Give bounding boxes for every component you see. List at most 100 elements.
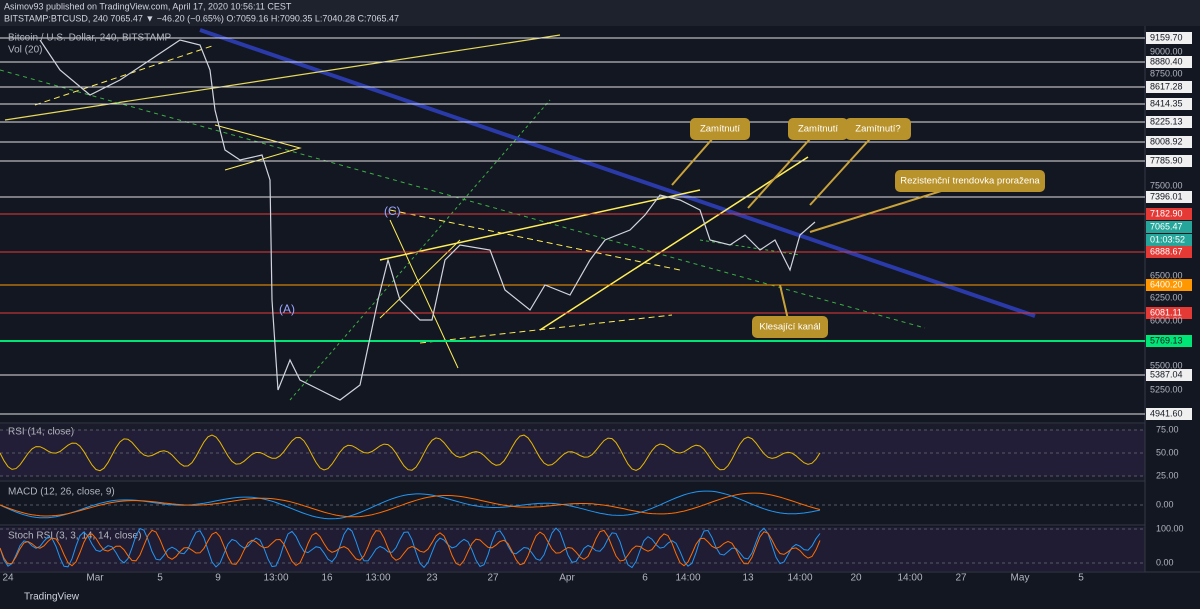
annotation-box <box>845 118 911 140</box>
price-tag <box>1146 32 1192 44</box>
indicator-axis-label: 100.00 <box>1156 523 1184 533</box>
time-label: Apr <box>559 573 575 584</box>
oscillator-line <box>0 492 821 518</box>
price-tag <box>1146 81 1192 93</box>
price-label: 8008.92 <box>1150 136 1183 146</box>
drawings <box>0 28 1036 401</box>
price-label: 8750.00 <box>1150 68 1183 78</box>
time-label: 14:00 <box>675 573 700 584</box>
price-tag <box>1146 116 1192 128</box>
indicator-axis-label: 0.00 <box>1156 499 1174 509</box>
price-label: 5250.00 <box>1150 384 1183 394</box>
price-label: 8880.40 <box>1150 56 1183 66</box>
oscillator-line <box>0 527 821 569</box>
annotation-box <box>690 118 750 140</box>
price-label: 4941.60 <box>1150 408 1183 418</box>
annotation-text: Rezistenční trendovka proražena <box>900 176 1040 187</box>
time-label: 13 <box>742 573 754 584</box>
price-path <box>39 39 816 401</box>
time-label: 14:00 <box>787 573 812 584</box>
price-label: 8617.28 <box>1150 81 1183 91</box>
wedge-line <box>214 124 302 171</box>
time-label: May <box>1011 573 1030 584</box>
indicator-axis-label: 0.00 <box>1156 557 1174 567</box>
time-label: 20 <box>850 573 862 584</box>
price-tag <box>1146 191 1192 203</box>
price-tag <box>1146 98 1192 110</box>
wave-label: (C) <box>384 204 401 218</box>
price-label: 01:03:52 <box>1150 234 1185 244</box>
oscillator-line <box>0 434 821 472</box>
price-label: 5500.00 <box>1150 360 1183 370</box>
indicator-axis-label: 75.00 <box>1156 424 1179 434</box>
annotation-text: Klesající kanál <box>759 322 820 333</box>
price-label: 5769.13 <box>1150 335 1183 345</box>
annotation-box <box>895 170 1045 192</box>
price-tag <box>1146 335 1192 347</box>
price-label: 7065.47 <box>1150 221 1183 231</box>
time-label: 9 <box>215 573 221 584</box>
channel-line <box>289 99 551 401</box>
time-label: 5 <box>1078 573 1084 584</box>
time-label: 6 <box>642 573 648 584</box>
price-label: 6500.00 <box>1150 270 1183 280</box>
time-label: 14:00 <box>897 573 922 584</box>
indicator-axis-label: 25.00 <box>1156 470 1179 480</box>
indicator-label: MACD (12, 26, close, 9) <box>8 487 115 498</box>
price-label: 6250.00 <box>1150 292 1183 302</box>
trendline <box>4 34 561 121</box>
price-tag <box>1146 155 1192 167</box>
time-label: 16 <box>321 573 333 584</box>
wedge-line <box>539 156 809 331</box>
wedge-line <box>379 239 461 319</box>
price-label: 7396.01 <box>1150 191 1183 201</box>
price-label: 7182.90 <box>1150 208 1183 218</box>
price-tag <box>1146 279 1192 291</box>
price-tag <box>1146 234 1192 246</box>
price-tag <box>1146 307 1192 319</box>
price-label: 6081.11 <box>1150 307 1182 317</box>
symbol-label: Bitcoin / U.S. Dollar, 240, BITSTAMP <box>8 33 172 44</box>
price-tag <box>1146 208 1192 220</box>
price-label: 9000.00 <box>1150 46 1183 56</box>
price-label: 5387.04 <box>1150 369 1183 379</box>
price-label: 6400.20 <box>1150 279 1183 289</box>
time-label: 27 <box>487 573 499 584</box>
price-tag <box>1146 136 1192 148</box>
time-label: 5 <box>157 573 163 584</box>
wedge-line <box>379 189 701 261</box>
price-tag <box>1146 56 1192 68</box>
price-label: 9159.70 <box>1150 32 1183 42</box>
annotation-arrow <box>747 129 819 209</box>
oscillator-line <box>0 529 821 567</box>
volume-label: Vol (20) <box>8 45 42 56</box>
wave-label: (A) <box>279 302 295 316</box>
annotation-box <box>752 316 828 338</box>
price-tag <box>1146 221 1192 233</box>
time-label: 23 <box>426 573 438 584</box>
time-label: 27 <box>955 573 967 584</box>
time-label: Mar <box>86 573 104 584</box>
indicator-label: Stoch RSI (3, 3, 14, 14, close) <box>8 531 141 542</box>
wedge-line <box>389 219 459 369</box>
price-label: 7785.90 <box>1150 155 1183 165</box>
price-tag <box>1146 246 1192 258</box>
annotation-text: Zamítnutí <box>700 124 740 135</box>
time-label: 13:00 <box>365 573 390 584</box>
header-line: Asimov93 published on TradingView.com, A… <box>4 1 292 11</box>
price-label: 6000.00 <box>1150 315 1183 325</box>
footer-brand: TradingView <box>24 592 80 603</box>
time-label: 13:00 <box>263 573 288 584</box>
price-tag <box>1146 369 1192 381</box>
header-bar <box>0 0 1200 26</box>
wedge-line <box>419 314 673 344</box>
annotation-box <box>788 118 848 140</box>
annotation-text: Zamítnutí? <box>855 124 900 135</box>
wedge-line <box>34 44 216 106</box>
trendline <box>199 28 1036 318</box>
price-label: 7500.00 <box>1150 180 1183 190</box>
time-label: 24 <box>2 573 14 584</box>
price-label: 6888.67 <box>1150 246 1183 256</box>
